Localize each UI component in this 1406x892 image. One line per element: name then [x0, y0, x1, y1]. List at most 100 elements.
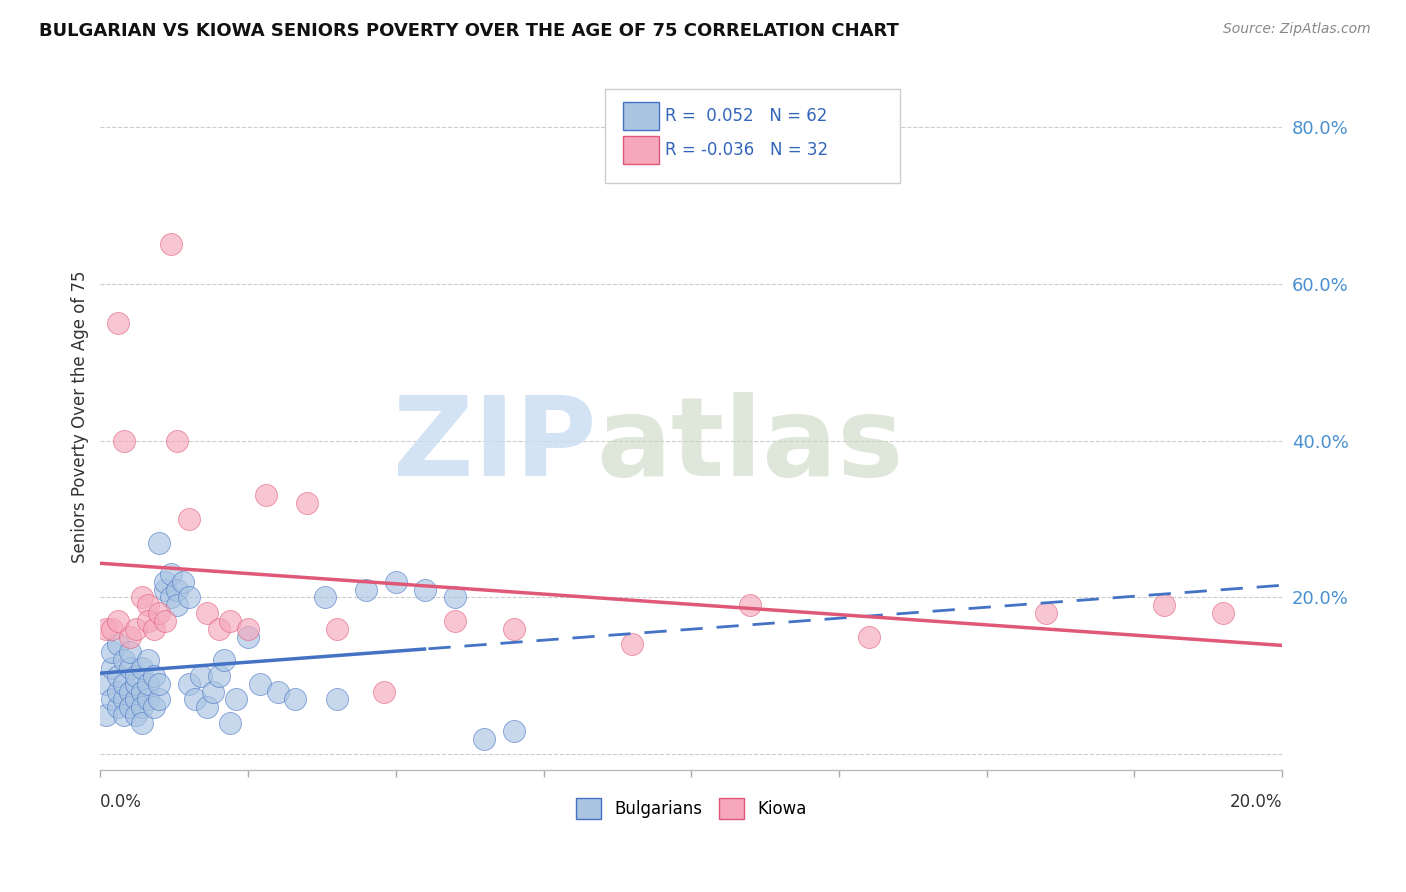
Point — [858, 630, 880, 644]
Point — [96, 708, 118, 723]
Point — [295, 496, 318, 510]
Point — [219, 614, 242, 628]
Point — [142, 669, 165, 683]
Point — [249, 676, 271, 690]
Point — [136, 599, 159, 613]
Point — [184, 692, 207, 706]
Point — [166, 434, 188, 448]
Point — [107, 638, 129, 652]
Point — [356, 582, 378, 597]
Point — [207, 669, 229, 683]
Point — [96, 676, 118, 690]
Point — [112, 434, 135, 448]
Text: R =  0.052   N = 62: R = 0.052 N = 62 — [665, 107, 827, 125]
Point — [107, 316, 129, 330]
Point — [1153, 599, 1175, 613]
Point — [131, 684, 153, 698]
Point — [148, 606, 170, 620]
Point — [225, 692, 247, 706]
Point — [266, 684, 288, 698]
Point — [207, 622, 229, 636]
Point — [160, 566, 183, 581]
Point — [236, 630, 259, 644]
Point — [118, 645, 141, 659]
Point — [284, 692, 307, 706]
Point — [142, 700, 165, 714]
Point — [325, 692, 347, 706]
Point — [195, 700, 218, 714]
Point — [503, 622, 526, 636]
Point — [112, 653, 135, 667]
Point — [118, 684, 141, 698]
Point — [166, 582, 188, 597]
Point — [155, 582, 177, 597]
Point — [118, 661, 141, 675]
Text: atlas: atlas — [596, 392, 904, 499]
Point — [160, 591, 183, 605]
Point — [125, 676, 148, 690]
Text: R = -0.036   N = 32: R = -0.036 N = 32 — [665, 141, 828, 159]
Point — [125, 669, 148, 683]
Point — [373, 684, 395, 698]
Point — [136, 676, 159, 690]
Point — [1212, 606, 1234, 620]
Point — [131, 591, 153, 605]
Point — [254, 488, 277, 502]
Point — [107, 700, 129, 714]
Point — [118, 630, 141, 644]
Point — [131, 715, 153, 730]
Text: BULGARIAN VS KIOWA SENIORS POVERTY OVER THE AGE OF 75 CORRELATION CHART: BULGARIAN VS KIOWA SENIORS POVERTY OVER … — [39, 22, 900, 40]
Point — [101, 692, 124, 706]
Point — [125, 692, 148, 706]
Point — [101, 622, 124, 636]
Point — [190, 669, 212, 683]
Point — [314, 591, 336, 605]
Point — [96, 622, 118, 636]
Point — [236, 622, 259, 636]
Point — [177, 676, 200, 690]
Point — [148, 535, 170, 549]
Point — [201, 684, 224, 698]
Point — [219, 715, 242, 730]
Text: 0.0%: 0.0% — [100, 793, 142, 811]
Point — [155, 574, 177, 589]
Point — [195, 606, 218, 620]
Point — [177, 591, 200, 605]
Point — [474, 731, 496, 746]
Point — [107, 614, 129, 628]
Point — [125, 708, 148, 723]
Point — [125, 622, 148, 636]
Point — [155, 614, 177, 628]
Point — [1035, 606, 1057, 620]
Point — [385, 574, 408, 589]
Point — [148, 676, 170, 690]
Point — [131, 700, 153, 714]
Point — [107, 669, 129, 683]
Text: Source: ZipAtlas.com: Source: ZipAtlas.com — [1223, 22, 1371, 37]
Point — [444, 591, 467, 605]
Point — [142, 622, 165, 636]
Point — [112, 692, 135, 706]
Point — [118, 700, 141, 714]
Point — [160, 237, 183, 252]
Y-axis label: Seniors Poverty Over the Age of 75: Seniors Poverty Over the Age of 75 — [72, 271, 89, 563]
Point — [136, 653, 159, 667]
Point — [177, 512, 200, 526]
Point — [101, 645, 124, 659]
Point — [503, 723, 526, 738]
Point — [148, 692, 170, 706]
Point — [415, 582, 437, 597]
Point — [166, 599, 188, 613]
Point — [136, 614, 159, 628]
Point — [101, 661, 124, 675]
Point — [112, 676, 135, 690]
Point — [740, 599, 762, 613]
Point — [131, 661, 153, 675]
Point — [621, 638, 644, 652]
Point — [112, 708, 135, 723]
Point — [107, 684, 129, 698]
Text: 20.0%: 20.0% — [1230, 793, 1282, 811]
Point — [214, 653, 236, 667]
Text: ZIP: ZIP — [394, 392, 596, 499]
Legend: Bulgarians, Kiowa: Bulgarians, Kiowa — [569, 791, 813, 825]
